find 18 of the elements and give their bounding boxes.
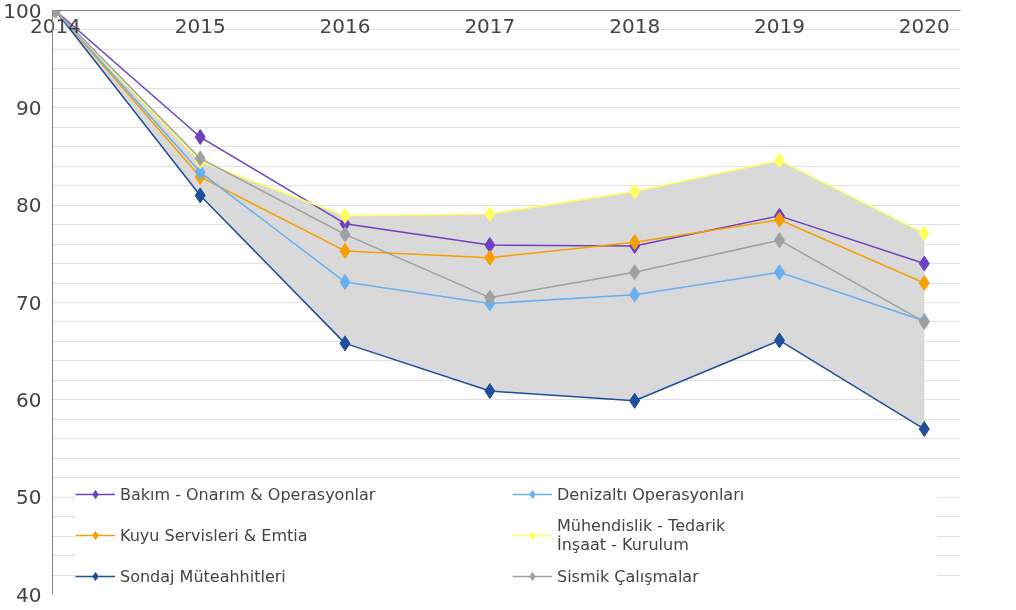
y-tick-label: 40 — [16, 582, 42, 607]
legend-label: Bakım - Onarım & Operasyonlar — [120, 484, 377, 504]
x-tick-label: 2017 — [464, 13, 516, 38]
x-tick-label: 2015 — [174, 13, 226, 38]
x-tick-label: 2019 — [754, 13, 805, 38]
legend-label: Kuyu Servisleri & Emtia — [120, 525, 309, 545]
legend-label: Mühendislik - Tedarik İnşaat - Kurulum — [557, 516, 727, 554]
legend-label: Denizaltı Operasyonları — [557, 484, 746, 504]
y-tick-label: 90 — [16, 95, 42, 120]
legend-label: Sondaj Müteahhitleri — [120, 566, 287, 586]
y-tick-label: 50 — [16, 485, 42, 510]
y-tick-label: 70 — [16, 290, 42, 315]
legend-label: Sismik Çalışmalar — [557, 566, 700, 586]
y-tick-label: 80 — [16, 193, 42, 218]
x-tick-label: 2018 — [609, 13, 661, 38]
y-tick-label: 60 — [16, 387, 42, 412]
x-tick-label: 2016 — [319, 13, 371, 38]
x-tick-label: 2020 — [898, 13, 950, 38]
